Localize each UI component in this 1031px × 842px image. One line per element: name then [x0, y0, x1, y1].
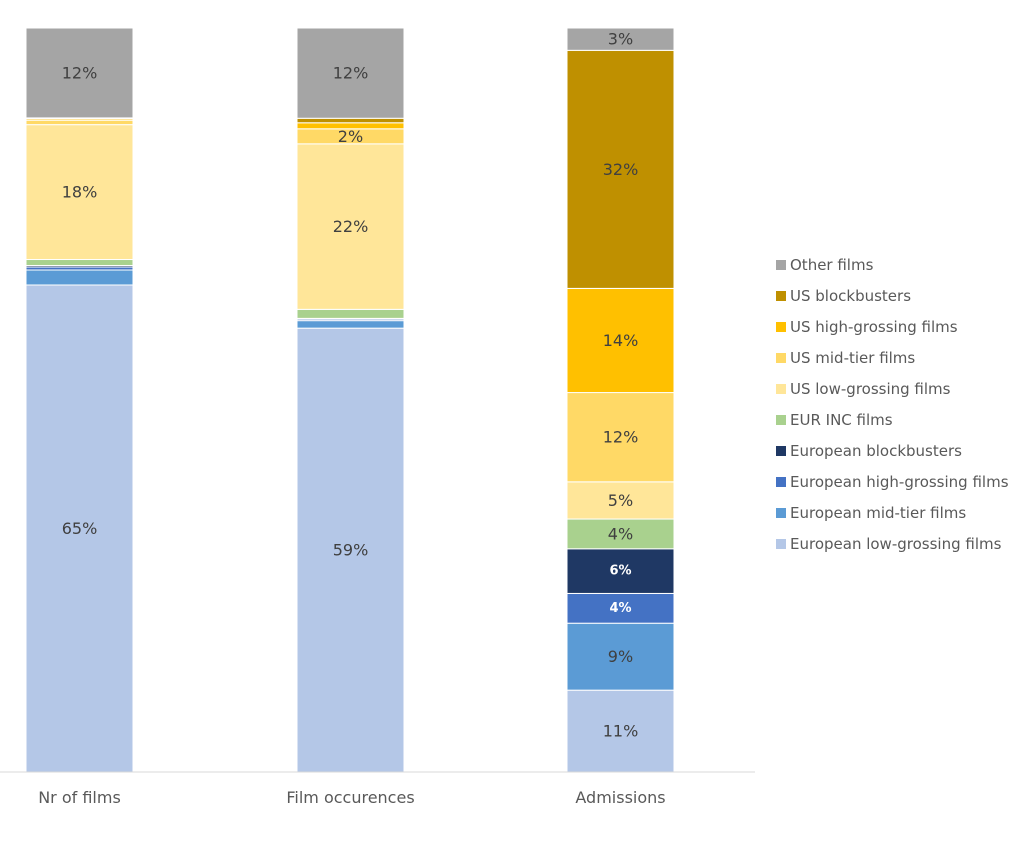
legend-label: US mid-tier films [790, 349, 915, 367]
legend-swatch [776, 353, 786, 363]
bar-segment-nr-of-films-european-low-grossing-films [25, 284, 134, 773]
legend-item-us-blockbusters: US blockbusters [776, 287, 911, 305]
data-label-admissions-european-blockbusters: 6% [609, 564, 631, 579]
bar-segment-film-occurences-european-mid-tier-films [296, 320, 405, 329]
legend-swatch [776, 384, 786, 394]
legend-swatch [776, 477, 786, 487]
data-label-admissions-european-high-grossing-films: 4% [609, 601, 631, 616]
legend-item-eur-inc-films: EUR INC films [776, 411, 893, 429]
category-label-nr-of-films: Nr of films [38, 788, 121, 807]
legend-swatch [776, 291, 786, 301]
data-label-nr-of-films-other-films: 12% [62, 63, 98, 82]
bar-segment-film-occurences-european-low-grossing-films [296, 327, 405, 773]
bar-segment-admissions-european-high-grossing-films [566, 592, 675, 624]
legend-item-european-low-grossing-films: European low-grossing films [776, 535, 1002, 553]
bars-layer [25, 27, 675, 773]
data-label-admissions-us-mid-tier-films: 12% [603, 428, 639, 447]
bar-segment-admissions-us-low-grossing-films [566, 481, 675, 520]
data-label-film-occurences-european-low-grossing-films: 59% [333, 541, 369, 560]
category-label-film-occurences: Film occurences [286, 788, 414, 807]
bar-segment-admissions-eur-inc-films [566, 518, 675, 550]
legend-label: European mid-tier films [790, 504, 966, 522]
data-label-film-occurences-us-low-grossing-films: 22% [333, 217, 369, 236]
data-label-admissions-european-mid-tier-films: 9% [608, 647, 633, 666]
bar-segment-nr-of-films-european-mid-tier-films [25, 269, 134, 286]
bar-segment-admissions-other-films [566, 27, 675, 51]
legend-swatch [776, 446, 786, 456]
legend-item-european-high-grossing-films: European high-grossing films [776, 473, 1009, 491]
legend: Other films US blockbusters US high-grossi… [776, 256, 1009, 553]
legend-label: US blockbusters [790, 287, 911, 305]
bar-segment-nr-of-films-us-mid-tier-films [25, 119, 134, 126]
data-label-admissions-eur-inc-films: 4% [608, 524, 633, 543]
legend-item-us-low-grossing-films: US low-grossing films [776, 380, 951, 398]
bar-segment-admissions-us-mid-tier-films [566, 392, 675, 483]
bar-segment-nr-of-films-other-films [25, 27, 134, 119]
bar-segment-film-occurences-other-films [296, 27, 405, 119]
legend-label: Other films [790, 256, 874, 274]
bar-segment-admissions-european-blockbusters [566, 548, 675, 594]
bar-segment-nr-of-films-eur-inc-films [25, 259, 134, 267]
data-label-admissions-us-high-grossing-films: 14% [603, 331, 639, 350]
legend-swatch [776, 539, 786, 549]
bar-segment-admissions-us-high-grossing-films [566, 287, 675, 394]
data-label-film-occurences-other-films: 12% [333, 64, 369, 83]
legend-item-us-mid-tier-films: US mid-tier films [776, 349, 915, 367]
bar-segment-film-occurences-us-blockbusters [296, 117, 405, 124]
data-label-film-occurences-us-mid-tier-films: 2% [338, 127, 363, 146]
legend-swatch [776, 415, 786, 425]
legend-label: European blockbusters [790, 442, 962, 460]
bar-segment-admissions-european-low-grossing-films [566, 689, 675, 773]
category-label-admissions: Admissions [575, 788, 665, 807]
bar-segment-film-occurences-us-low-grossing-films [296, 143, 405, 310]
legend-label: US low-grossing films [790, 380, 951, 398]
legend-item-european-mid-tier-films: European mid-tier films [776, 504, 966, 522]
data-label-nr-of-films-us-low-grossing-films: 18% [62, 183, 98, 202]
legend-item-other-films: Other films [776, 256, 874, 274]
data-label-admissions-european-low-grossing-films: 11% [603, 722, 639, 741]
legend-swatch [776, 322, 786, 332]
bar-segment-admissions-us-blockbusters [566, 49, 675, 289]
data-labels-layer: 65% 18% 12% 59% 22% 2% 12% 11% 9% 4% 6% 4% 5% 12% 14% 3… [62, 30, 639, 741]
data-label-nr-of-films-european-low-grossing-films: 65% [62, 519, 98, 538]
legend-label: European high-grossing films [790, 473, 1009, 491]
legend-label: European low-grossing films [790, 535, 1002, 553]
data-label-admissions-us-low-grossing-films: 5% [608, 491, 633, 510]
data-label-admissions-other-films: 3% [608, 30, 633, 49]
data-label-admissions-us-blockbusters: 32% [603, 160, 639, 179]
legend-label: EUR INC films [790, 411, 893, 429]
bar-segment-film-occurences-eur-inc-films [296, 308, 405, 319]
legend-item-european-blockbusters: European blockbusters [776, 442, 962, 460]
legend-item-us-high-grossing-films: US high-grossing films [776, 318, 958, 336]
legend-label: US high-grossing films [790, 318, 958, 336]
category-axis-labels: Nr of films Film occurences Admissions [38, 788, 665, 807]
bar-segment-nr-of-films-us-low-grossing-films [25, 124, 134, 261]
legend-swatch [776, 260, 786, 270]
legend-swatch [776, 508, 786, 518]
